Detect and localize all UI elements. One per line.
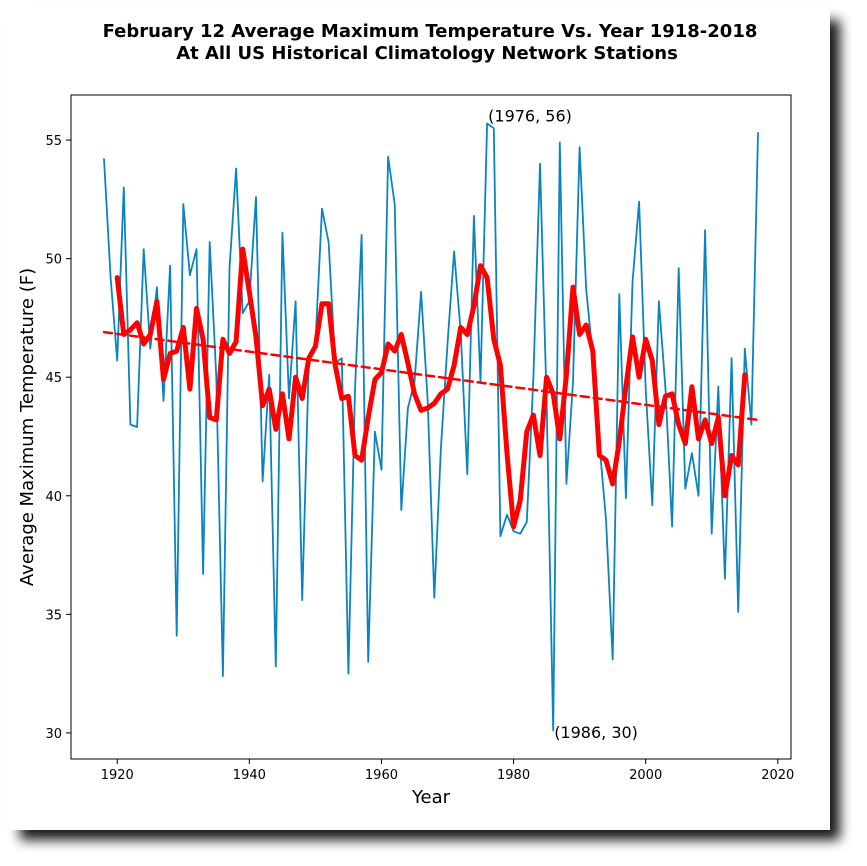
chart-subtitle: At All US Historical Climatology Network…: [176, 43, 678, 64]
chart-title: February 12 Average Maximum Temperature …: [103, 21, 758, 42]
figure-card: [8, 8, 830, 830]
plot-area: [102, 122, 760, 732]
raw-series-line: [103, 122, 759, 732]
trend-line: [102, 330, 760, 422]
y-tick-label: 50: [45, 253, 62, 268]
x-tick-label: 2000: [629, 768, 662, 783]
x-tick-label: 2020: [761, 768, 794, 783]
x-tick-label: 1940: [233, 768, 266, 783]
smoothed-series-line: [114, 246, 748, 530]
plot-frame: [70, 94, 792, 760]
y-axis: 30 35 40 45 50 55: [45, 134, 71, 742]
y-tick-label: 30: [45, 727, 62, 742]
annotation-label: (1986, 30): [554, 723, 638, 742]
x-axis: 1920 1940 1960 1980 2000 2020: [101, 759, 794, 783]
x-axis-label: Year: [411, 787, 451, 808]
y-tick-label: 40: [45, 490, 62, 505]
annotations: (1976, 56) (1986, 30): [488, 106, 638, 742]
x-tick-label: 1920: [101, 768, 134, 783]
y-tick-label: 55: [45, 134, 62, 149]
x-tick-label: 1960: [365, 768, 398, 783]
y-tick-label: 45: [45, 371, 62, 386]
annotation-label: (1976, 56): [488, 106, 572, 125]
y-tick-label: 35: [45, 608, 62, 623]
y-axis-label: Average Maximum Temperature (F): [17, 268, 38, 586]
x-tick-label: 1980: [497, 768, 530, 783]
